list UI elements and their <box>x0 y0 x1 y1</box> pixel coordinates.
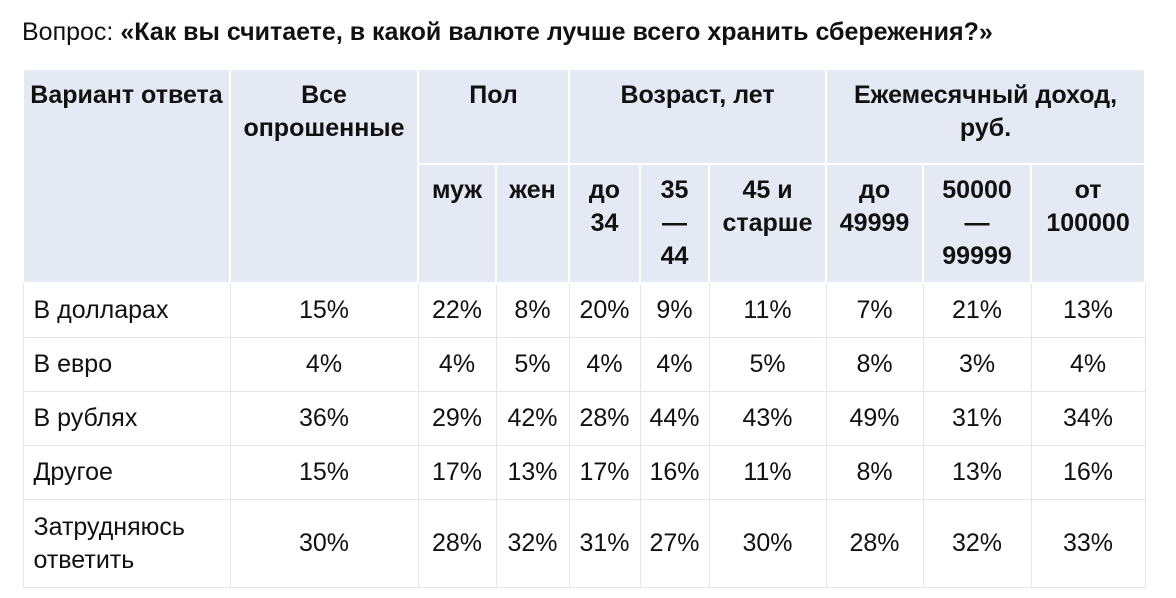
table-cell: 8% <box>825 445 924 500</box>
header-sub-age-under-34: до 34 <box>568 163 641 284</box>
header-sub-age-45-plus: 45 и старше <box>707 163 828 284</box>
table-cell: 15% <box>229 283 419 338</box>
table-cell: 17% <box>417 445 497 500</box>
header-sub-female: жен <box>495 163 570 284</box>
table-cell: 32% <box>495 499 570 588</box>
table-cell: 4% <box>639 337 710 392</box>
table-cell: 15% <box>229 445 419 500</box>
table-cell: 5% <box>708 337 827 392</box>
table-cell: 13% <box>1030 283 1146 338</box>
header-gender: Пол <box>417 68 570 165</box>
header-sub-income-high: от 100000 <box>1030 163 1147 284</box>
table-cell: 17% <box>568 445 641 500</box>
table-row: В рублях 36% 29% 42% 28% 44% 43% 49% 31%… <box>22 391 1146 446</box>
table-cell: 42% <box>495 391 570 446</box>
table-header-row-groups: Вариант ответа Все опрошенные Пол Возрас… <box>22 68 1147 284</box>
question-prefix: Вопрос: <box>22 18 121 46</box>
table-cell: 13% <box>922 445 1032 500</box>
table-cell: 27% <box>639 499 710 588</box>
table-row: Другое 15% 17% 13% 17% 16% 11% 8% 13% 16… <box>22 445 1146 500</box>
table-cell: 28% <box>568 391 641 446</box>
table-cell: 13% <box>495 445 570 500</box>
table-cell: 21% <box>922 283 1032 338</box>
table-row: В долларах 15% 22% 8% 20% 9% 11% 7% 21% … <box>22 283 1146 338</box>
header-sub-male: муж <box>417 163 497 284</box>
header-sub-income-mid: 50000 — 99999 <box>922 163 1033 284</box>
table-cell: 4% <box>229 337 419 392</box>
table-cell: 4% <box>1030 337 1146 392</box>
table-cell: 33% <box>1030 499 1146 588</box>
table-cell: 32% <box>922 499 1032 588</box>
table-row: В евро 4% 4% 5% 4% 4% 5% 8% 3% 4% <box>22 337 1146 392</box>
header-sub-income-low: до 49999 <box>825 163 925 284</box>
table-cell: 22% <box>417 283 497 338</box>
question-heading: Вопрос: «Как вы считаете, в какой валюте… <box>22 16 993 48</box>
row-label: Затрудняюсь ответить <box>22 499 231 588</box>
table-cell: 7% <box>825 283 924 338</box>
table-cell: 4% <box>417 337 497 392</box>
table-cell: 29% <box>417 391 497 446</box>
table-cell: 30% <box>708 499 827 588</box>
row-label: В рублях <box>22 391 231 446</box>
table-cell: 8% <box>495 283 570 338</box>
table-cell: 31% <box>922 391 1032 446</box>
table-cell: 44% <box>639 391 710 446</box>
table-row: Затрудняюсь ответить 30% 28% 32% 31% 27%… <box>22 499 1146 588</box>
header-all-respondents: Все опрошенные <box>229 68 419 284</box>
table-cell: 4% <box>568 337 641 392</box>
header-answer-option: Вариант ответа <box>22 68 231 284</box>
table-cell: 11% <box>708 283 827 338</box>
table-cell: 28% <box>417 499 497 588</box>
table-cell: 49% <box>825 391 924 446</box>
table-cell: 36% <box>229 391 419 446</box>
table-cell: 16% <box>639 445 710 500</box>
table-cell: 43% <box>708 391 827 446</box>
survey-results-table: Вариант ответа Все опрошенные Пол Возрас… <box>22 68 1147 588</box>
table-cell: 8% <box>825 337 924 392</box>
table-cell: 28% <box>825 499 924 588</box>
table-cell: 9% <box>639 283 710 338</box>
question-text: «Как вы считаете, в какой валюте лучше в… <box>120 18 993 46</box>
row-label: В долларах <box>22 283 231 338</box>
header-sub-age-35-44: 35 — 44 <box>639 163 710 284</box>
table-cell: 34% <box>1030 391 1146 446</box>
table-cell: 3% <box>922 337 1032 392</box>
table-cell: 20% <box>568 283 641 338</box>
header-income: Ежемесячный доход, руб. <box>825 68 1147 165</box>
table-cell: 11% <box>708 445 827 500</box>
table-cell: 5% <box>495 337 570 392</box>
row-label: Другое <box>22 445 231 500</box>
table-cell: 31% <box>568 499 641 588</box>
table-cell: 30% <box>229 499 419 588</box>
table-header-row-subgroups: муж жен до 34 35 — 44 45 и старше до 499… <box>23 163 1147 284</box>
header-age: Возраст, лет <box>567 68 828 165</box>
table-cell: 16% <box>1030 445 1146 500</box>
row-label: В евро <box>22 337 231 392</box>
